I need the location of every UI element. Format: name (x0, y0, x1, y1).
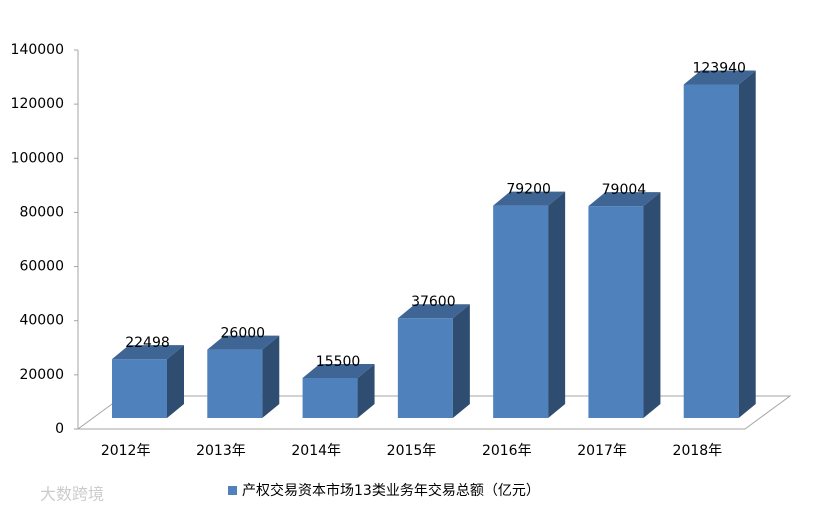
bar-top (683, 70, 756, 85)
value-label: 26000 (221, 326, 266, 342)
bar-side (262, 335, 280, 418)
bar-front (112, 359, 167, 418)
bar-top (112, 345, 184, 360)
x-tick-label: 2018年 (673, 443, 723, 459)
bar-front (302, 378, 358, 418)
bar-side (452, 304, 470, 418)
value-label: 79004 (602, 182, 647, 198)
bar-side (548, 191, 566, 418)
bar-top (493, 191, 566, 206)
watermark: 大数跨境 (40, 485, 104, 504)
legend-label: 产权交易资本市场13类业务年交易总额（亿元） (242, 482, 540, 499)
x-tick-label: 2014年 (291, 443, 341, 459)
x-tick-label: 2016年 (482, 443, 532, 459)
legend-swatch (228, 486, 237, 495)
y-tick-label: 80000 (19, 204, 64, 220)
x-tick-label: 2015年 (387, 443, 437, 459)
floor (76, 395, 792, 430)
value-label: 123940 (692, 60, 745, 76)
bar (588, 192, 661, 418)
bar-top (397, 304, 470, 319)
bar-front (493, 205, 549, 418)
y-tick-label: 140000 (11, 42, 64, 58)
bar (683, 70, 756, 418)
bar-side (167, 345, 184, 418)
y-tick-label: 60000 (19, 259, 64, 275)
x-tick-label: 2012年 (101, 443, 151, 459)
y-tick-label: 20000 (19, 367, 64, 383)
bar-front (588, 206, 644, 418)
bar-front (397, 318, 453, 418)
value-label: 79200 (506, 182, 551, 198)
value-label: 15500 (316, 354, 361, 370)
y-tick-label: 40000 (19, 313, 64, 329)
bar-side (643, 192, 661, 418)
bar-side (357, 364, 375, 418)
bar-front (207, 349, 263, 418)
bar-top (588, 192, 661, 207)
value-label: 22498 (125, 335, 170, 351)
bar-side (738, 70, 756, 418)
bar (207, 335, 280, 418)
bar-front (683, 84, 739, 418)
bar (493, 191, 566, 418)
y-tick-label: 0 (55, 421, 64, 437)
x-tick-label: 2013年 (196, 443, 246, 459)
bar-top (302, 364, 375, 379)
y-tick-label: 100000 (11, 150, 64, 166)
bar-top (207, 335, 280, 350)
bar (112, 345, 184, 418)
y-tick-label: 120000 (11, 96, 64, 112)
value-label: 37600 (411, 294, 456, 310)
bar (302, 364, 375, 418)
bar (397, 304, 470, 418)
x-tick-label: 2017年 (577, 443, 627, 459)
